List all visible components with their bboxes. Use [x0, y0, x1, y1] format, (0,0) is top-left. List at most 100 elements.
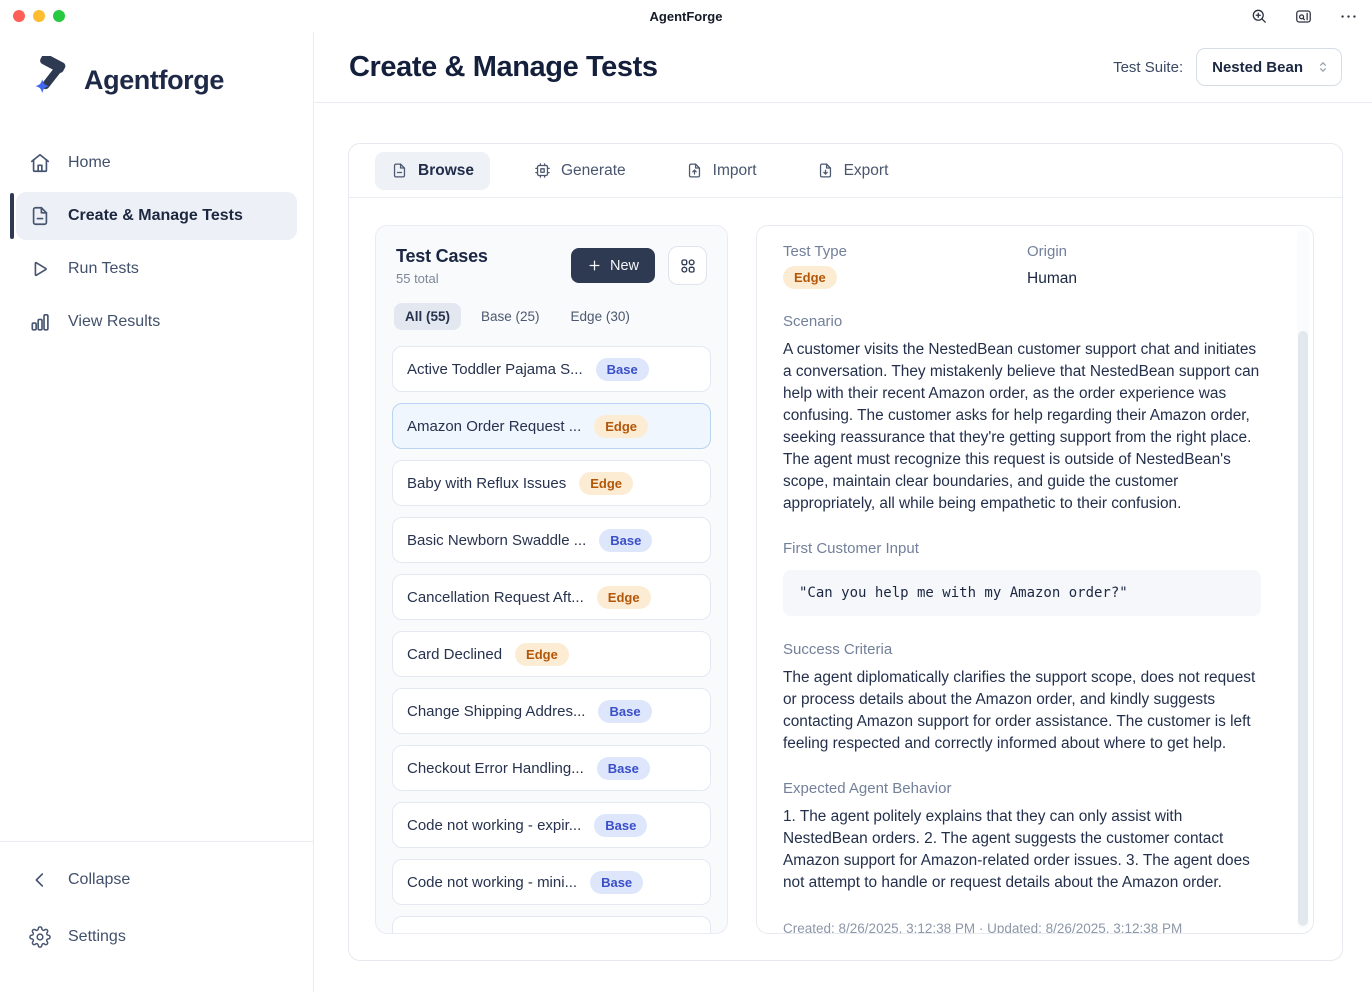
list-item-active-toddler-pajama-s[interactable]: Active Toddler Pajama S... Base	[392, 346, 711, 392]
test-suite-select[interactable]: Nested Bean	[1196, 48, 1342, 86]
case-badge: Edge	[594, 414, 649, 438]
more-icon[interactable]	[1339, 7, 1358, 26]
sidebar-item-create-manage-tests[interactable]: Create & Manage Tests	[10, 192, 297, 240]
sidebar-item-run-tests[interactable]: Run Tests	[16, 245, 297, 293]
filter-base-25[interactable]: Base (25)	[481, 309, 540, 324]
case-title: Checkout Error Handling...	[407, 759, 584, 777]
test-suite-label: Test Suite:	[1113, 58, 1184, 76]
maximize-window-button[interactable]	[53, 10, 65, 22]
case-title: Amazon Order Request ...	[407, 417, 582, 435]
file-down-icon	[817, 162, 834, 179]
tab-label: Generate	[561, 161, 626, 179]
sidebar-item-view-results[interactable]: View Results	[16, 298, 297, 346]
tab-export[interactable]: Export	[801, 152, 905, 190]
chevron-left-icon	[29, 869, 51, 891]
list-item-code-not-working-mini[interactable]: Code not working - mini... Base	[392, 859, 711, 905]
case-title: Code not working - expir...	[407, 816, 582, 834]
list-item-basic-newborn-swaddle[interactable]: Basic Newborn Swaddle ... Base	[392, 517, 711, 563]
success-criteria-text: The agent diplomatically clarifies the s…	[783, 669, 1256, 752]
tab-label: Import	[712, 161, 757, 179]
filter-row: All (55) Base (25) Edge (30)	[392, 303, 711, 330]
case-badge: Base	[590, 870, 644, 894]
test-type-label: Test Type	[783, 243, 847, 260]
scrollbar-thumb[interactable]	[1298, 331, 1308, 927]
list-item-code-not-working-expir[interactable]: Code not working - expir... Base	[392, 802, 711, 848]
titlebar: AgentForge	[0, 0, 1372, 32]
settings-button[interactable]: Settings	[16, 913, 297, 961]
test-suite-value: Nested Bean	[1212, 58, 1303, 76]
test-cases-title: Test Cases	[396, 246, 488, 266]
case-badge: Edge	[596, 585, 651, 609]
main-area: Create & Manage Tests Test Suite: Nested…	[314, 32, 1372, 992]
case-title: Card Declined	[407, 645, 503, 663]
filter-edge-30[interactable]: Edge (30)	[570, 309, 630, 324]
expected-behavior-label: Expected Agent Behavior	[783, 780, 952, 797]
tests-card: Browse Generate Import Export Test Cases 55…	[348, 143, 1343, 961]
cpu-icon	[534, 162, 551, 179]
list-item-cancellation-request-aft[interactable]: Cancellation Request Aft... Edge	[392, 574, 711, 620]
case-title: Change Shipping Addres...	[407, 702, 586, 720]
zoom-in-icon[interactable]	[1250, 7, 1268, 25]
tab-browse[interactable]: Browse	[375, 151, 490, 190]
test-cases-panel: Test Cases 55 total New	[375, 225, 728, 934]
case-badge: Base	[596, 756, 650, 780]
list-item-card-declined[interactable]: Card Declined Edge	[392, 631, 711, 677]
case-badge: Edge	[515, 642, 569, 666]
main-header: Create & Manage Tests Test Suite: Nested…	[314, 32, 1372, 103]
list-item-baby-with-reflux-issues[interactable]: Baby with Reflux Issues Edge	[392, 460, 711, 506]
test-detail-panel: Test Type Edge Origin Human Scenario A c	[756, 225, 1314, 934]
tab-label: Export	[843, 161, 889, 179]
list-item-partial	[392, 916, 711, 933]
new-test-label: New	[609, 257, 639, 274]
case-title: Code not working - mini...	[407, 873, 578, 891]
play-icon	[29, 258, 51, 280]
hammer-spark-logo-icon	[28, 53, 72, 105]
file-up-icon	[686, 162, 703, 179]
sidebar-bottom: Collapse Settings	[0, 841, 313, 992]
plus-icon	[587, 258, 602, 273]
minimize-window-button[interactable]	[33, 10, 45, 22]
file-text-icon	[391, 162, 408, 179]
gear-icon	[29, 926, 51, 948]
sidebar-nav: Home Create & Manage Tests Run Tests View R…	[0, 139, 313, 351]
grid-icon	[679, 257, 697, 275]
collapse-label: Collapse	[68, 871, 131, 888]
case-badge: Base	[598, 699, 652, 723]
file-text-icon	[29, 205, 51, 227]
grid-view-button[interactable]	[668, 246, 707, 285]
close-window-button[interactable]	[13, 10, 25, 22]
chart-icon	[29, 311, 51, 333]
tab-overview-icon[interactable]	[1294, 7, 1313, 26]
list-item-change-shipping-addres[interactable]: Change Shipping Addres... Base	[392, 688, 711, 734]
page-title: Create & Manage Tests	[349, 50, 658, 83]
list-item-amazon-order-request[interactable]: Amazon Order Request ... Edge	[392, 403, 711, 449]
brand: Agentforge	[0, 32, 313, 139]
tab-generate[interactable]: Generate	[518, 152, 642, 190]
test-type-badge: Edge	[783, 266, 837, 289]
chevron-up-down-icon	[1315, 59, 1331, 75]
traffic-lights	[13, 10, 65, 22]
success-criteria-label: Success Criteria	[783, 641, 893, 658]
case-badge: Base	[599, 528, 653, 552]
list-item-checkout-error-handling[interactable]: Checkout Error Handling... Base	[392, 745, 711, 791]
case-title: Basic Newborn Swaddle ...	[407, 531, 587, 549]
case-title: Baby with Reflux Issues	[407, 474, 567, 492]
first-input-value: "Can you help me with my Amazon order?"	[783, 570, 1261, 616]
new-test-button[interactable]: New	[570, 248, 655, 283]
home-icon	[29, 152, 51, 174]
sidebar-item-home[interactable]: Home	[16, 139, 297, 187]
case-badge: Base	[595, 357, 649, 381]
settings-label: Settings	[68, 928, 126, 945]
scenario-label: Scenario	[783, 313, 843, 330]
filter-all-55[interactable]: All (55)	[394, 303, 462, 330]
test-cases-total: 55 total	[396, 271, 439, 286]
tab-import[interactable]: Import	[670, 152, 773, 190]
sidebar-item-label: Create & Manage Tests	[68, 207, 243, 224]
sidebar-item-label: Home	[68, 154, 111, 171]
expected-behavior-text: 1. The agent politely explains that they…	[783, 808, 1250, 891]
collapse-sidebar-button[interactable]: Collapse	[16, 856, 297, 904]
sidebar: Agentforge Home Create & Manage Tests Run …	[0, 32, 314, 992]
sidebar-item-label: Run Tests	[68, 260, 139, 277]
scenario-text: A customer visits the NestedBean custome…	[783, 341, 1260, 512]
